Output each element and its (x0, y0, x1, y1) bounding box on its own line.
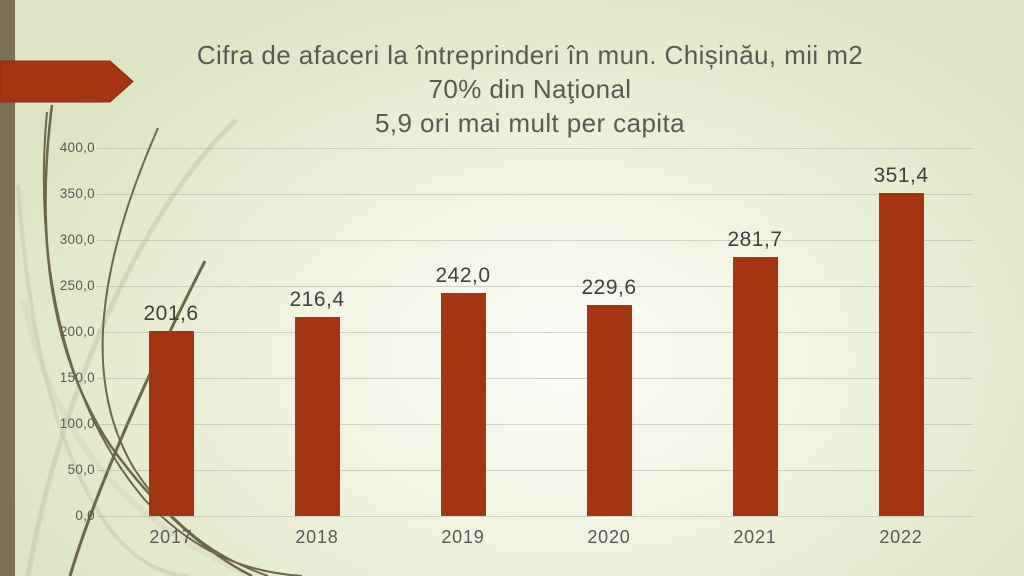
slide-title-line-1: Cifra de afaceri la întreprinderi în mun… (196, 40, 864, 70)
bar-value-label: 229,6 (581, 275, 637, 299)
vertical-stripe (0, 0, 15, 576)
gridline (97, 332, 973, 333)
gridline (97, 240, 973, 241)
bar-2020 (586, 304, 632, 516)
x-axis-label: 2021 (733, 527, 777, 547)
gridline (97, 516, 973, 517)
x-axis-label: 2022 (879, 527, 923, 547)
x-axis-label: 2019 (441, 527, 485, 547)
y-axis-label: 0,0 (75, 508, 95, 523)
slide-title-line-3: 5,9 ori mai mult per capita (375, 108, 685, 138)
bar-value-label: 351,4 (873, 163, 929, 187)
gridline (97, 378, 973, 379)
gridline (97, 286, 973, 287)
y-axis-label: 100,0 (59, 416, 95, 431)
slide-title: Cifra de afaceri la întreprinderi în mun… (70, 38, 990, 140)
bar-2017 (148, 330, 194, 516)
y-axis-label: 150,0 (59, 370, 95, 385)
bar-value-label: 281,7 (727, 227, 783, 251)
gridline (97, 424, 973, 425)
x-axis-label: 2020 (587, 527, 631, 547)
y-axis-label: 250,0 (59, 278, 95, 293)
bar-2021 (732, 256, 778, 516)
bar-2022 (878, 192, 924, 516)
x-axis-label: 2017 (149, 527, 193, 547)
y-axis-label: 350,0 (59, 186, 95, 201)
bar-value-label: 201,6 (143, 301, 199, 325)
gridline (97, 194, 973, 195)
y-axis-label: 400,0 (59, 140, 95, 155)
x-axis-label: 2018 (295, 527, 339, 547)
y-axis-label: 300,0 (59, 232, 95, 247)
y-axis-label: 200,0 (59, 324, 95, 339)
bar-2019 (440, 293, 486, 516)
bar-2018 (294, 316, 340, 516)
y-axis-label: 50,0 (67, 462, 95, 477)
gridline (97, 470, 973, 471)
slide-title-line-2: 70% din Naţional (428, 74, 632, 104)
bar-value-label: 242,0 (435, 264, 491, 288)
bar-value-label: 216,4 (289, 287, 345, 311)
gridline (97, 148, 973, 149)
